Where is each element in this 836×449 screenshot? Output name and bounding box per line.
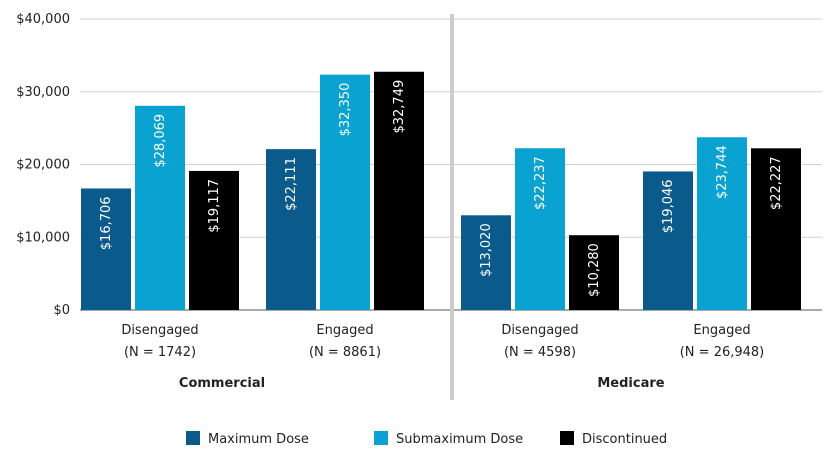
bar-value-label: $16,706 xyxy=(99,196,114,250)
category-label: Disengaged xyxy=(501,323,578,338)
legend-label: Maximum Dose xyxy=(208,432,309,447)
bar-value-label: $28,069 xyxy=(153,114,168,168)
legend-label: Discontinued xyxy=(582,432,667,447)
bar xyxy=(461,215,511,310)
bar xyxy=(266,149,316,310)
bar xyxy=(569,235,619,310)
bar xyxy=(320,74,370,310)
category-label: Engaged xyxy=(693,323,750,338)
bar-value-label: $19,117 xyxy=(207,179,222,233)
y-tick-label: $40,000 xyxy=(16,12,70,27)
group-label: Commercial xyxy=(179,376,265,391)
bar-value-label: $32,350 xyxy=(338,83,353,137)
bar xyxy=(81,188,131,310)
legend-swatch xyxy=(186,431,200,445)
legend-label: Submaximum Dose xyxy=(396,432,523,447)
category-label: Engaged xyxy=(316,323,373,338)
group-label: Medicare xyxy=(597,376,664,391)
bar xyxy=(374,71,424,310)
bar xyxy=(189,170,239,310)
bar xyxy=(697,137,747,310)
bar xyxy=(515,148,565,310)
y-tick-label: $10,000 xyxy=(16,230,70,245)
bar-value-label: $13,020 xyxy=(479,223,494,277)
y-tick-label: $0 xyxy=(53,303,70,318)
bar-value-label: $22,227 xyxy=(769,156,784,210)
bar-value-label: $22,111 xyxy=(284,157,299,211)
bar-value-label: $10,280 xyxy=(587,243,602,297)
bar-value-label: $32,749 xyxy=(392,80,407,134)
category-n-label: (N = 4598) xyxy=(504,345,576,360)
bar xyxy=(751,148,801,310)
y-tick-label: $30,000 xyxy=(16,85,70,100)
bar-value-label: $19,046 xyxy=(661,179,676,233)
bar xyxy=(135,105,185,310)
category-n-label: (N = 26,948) xyxy=(680,345,765,360)
legend-swatch xyxy=(374,431,388,445)
category-n-label: (N = 8861) xyxy=(309,345,381,360)
y-tick-label: $20,000 xyxy=(16,158,70,173)
bar-value-label: $23,744 xyxy=(715,145,730,199)
bar xyxy=(643,171,693,310)
category-n-label: (N = 1742) xyxy=(124,345,196,360)
bar-value-label: $22,237 xyxy=(533,156,548,210)
legend-swatch xyxy=(560,431,574,445)
category-label: Disengaged xyxy=(121,323,198,338)
